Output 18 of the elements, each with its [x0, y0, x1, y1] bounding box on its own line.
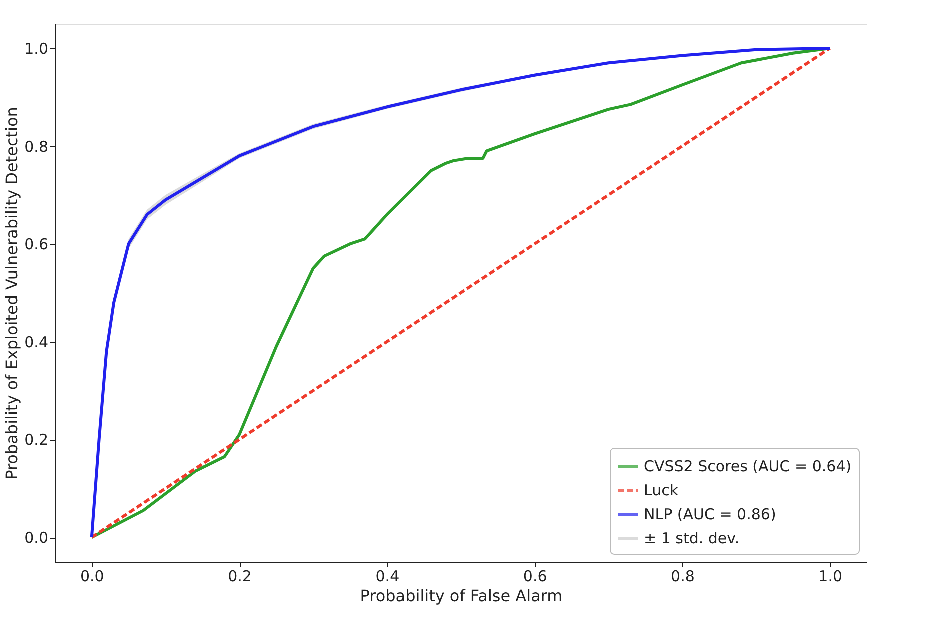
y-tick-label: 1.0 [24, 40, 48, 58]
y-axis-title: Probability of Exploited Vulnerability Detection [2, 107, 22, 480]
legend-label: CVSS2 Scores (AUC = 0.64) [644, 458, 852, 476]
legend-label: Luck [644, 482, 679, 500]
y-tick-label: 0.0 [24, 529, 48, 548]
x-axis-title: Probability of False Alarm [360, 586, 563, 606]
x-tick-label: 0.2 [228, 568, 252, 586]
y-tick-label: 0.8 [24, 138, 48, 156]
x-tick-label: 0.8 [671, 568, 695, 586]
legend-label: NLP (AUC = 0.86) [644, 506, 776, 524]
y-tick-label: 0.2 [24, 431, 48, 450]
x-tick-label: 0.0 [80, 568, 104, 586]
y-tick-label: 0.4 [24, 333, 48, 352]
x-tick-label: 0.6 [523, 568, 548, 586]
legend-label: ± 1 std. dev. [644, 530, 740, 548]
y-tick-label: 0.6 [24, 236, 48, 254]
x-tick-label: 0.4 [376, 568, 400, 586]
x-tick-label: 1.0 [818, 568, 843, 586]
